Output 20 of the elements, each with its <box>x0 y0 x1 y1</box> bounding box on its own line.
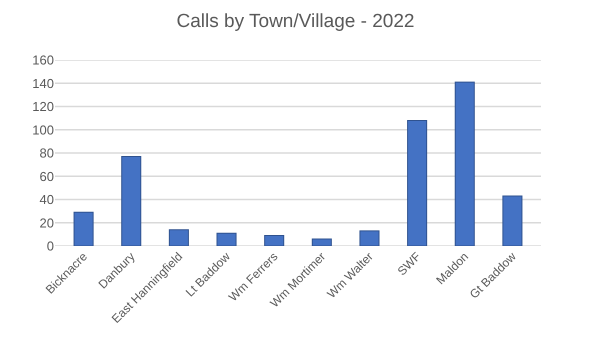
y-tick-label: 160 <box>32 52 54 68</box>
y-tick-label: 80 <box>40 146 54 161</box>
bar <box>264 235 284 246</box>
y-tick-label: 120 <box>32 99 54 114</box>
bar <box>74 212 94 246</box>
chart-title: Calls by Town/Village - 2022 <box>176 10 414 32</box>
bar <box>407 120 428 246</box>
y-tick-label: 100 <box>32 122 54 138</box>
bar <box>502 196 522 246</box>
y-tick-label: 40 <box>40 192 54 208</box>
bar <box>312 238 332 246</box>
bar <box>216 232 237 246</box>
bar <box>121 156 142 246</box>
bar <box>168 229 189 246</box>
y-tick-label: 20 <box>40 215 54 230</box>
bar <box>454 82 475 246</box>
y-tick-label: 140 <box>32 76 54 91</box>
bar <box>359 230 380 246</box>
y-tick-label: 0 <box>46 238 54 254</box>
y-tick-label: 60 <box>40 168 54 184</box>
